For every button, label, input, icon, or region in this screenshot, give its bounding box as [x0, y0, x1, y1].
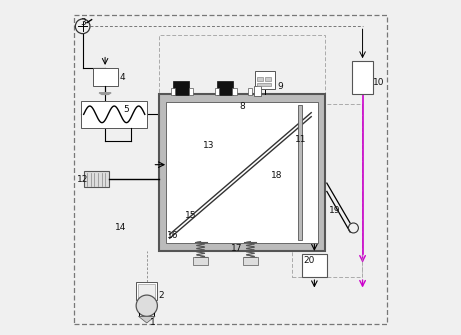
- Bar: [254, 86, 261, 96]
- Text: 4: 4: [120, 73, 125, 82]
- Text: 3: 3: [80, 18, 86, 27]
- Text: 19: 19: [330, 206, 341, 215]
- Text: 17: 17: [231, 245, 243, 253]
- Circle shape: [136, 295, 157, 316]
- Text: 2: 2: [158, 291, 164, 300]
- Bar: [166, 102, 318, 243]
- Bar: [257, 77, 263, 81]
- Bar: [93, 68, 118, 86]
- Bar: [81, 101, 148, 128]
- Text: 11: 11: [295, 135, 306, 144]
- Text: 8: 8: [239, 102, 245, 111]
- Bar: [243, 257, 258, 265]
- Bar: [248, 88, 253, 95]
- Text: 12: 12: [77, 175, 89, 184]
- Text: 5: 5: [123, 105, 129, 114]
- Polygon shape: [138, 316, 155, 323]
- Bar: [159, 94, 325, 251]
- Text: 13: 13: [203, 141, 215, 150]
- Bar: [302, 254, 327, 277]
- Bar: [214, 88, 219, 95]
- Bar: [298, 105, 302, 240]
- Text: 9: 9: [278, 82, 283, 90]
- Bar: [217, 81, 233, 95]
- Bar: [84, 172, 109, 188]
- Bar: [136, 282, 157, 300]
- Text: 7: 7: [221, 82, 227, 90]
- Polygon shape: [99, 93, 111, 94]
- Bar: [189, 88, 193, 95]
- Text: 14: 14: [115, 223, 127, 232]
- Text: 1: 1: [149, 319, 155, 328]
- Text: 10: 10: [372, 78, 384, 87]
- Bar: [257, 83, 271, 86]
- Polygon shape: [95, 74, 115, 85]
- Text: 20: 20: [303, 256, 314, 265]
- Bar: [171, 88, 175, 95]
- Text: 18: 18: [271, 171, 283, 180]
- Bar: [138, 284, 155, 298]
- Bar: [352, 61, 373, 94]
- Bar: [265, 77, 271, 81]
- Bar: [255, 71, 275, 89]
- Text: 16: 16: [166, 231, 178, 240]
- Bar: [232, 88, 237, 95]
- Text: 6: 6: [178, 82, 183, 90]
- Bar: [173, 81, 189, 95]
- Bar: [193, 257, 208, 265]
- Text: 15: 15: [185, 211, 196, 220]
